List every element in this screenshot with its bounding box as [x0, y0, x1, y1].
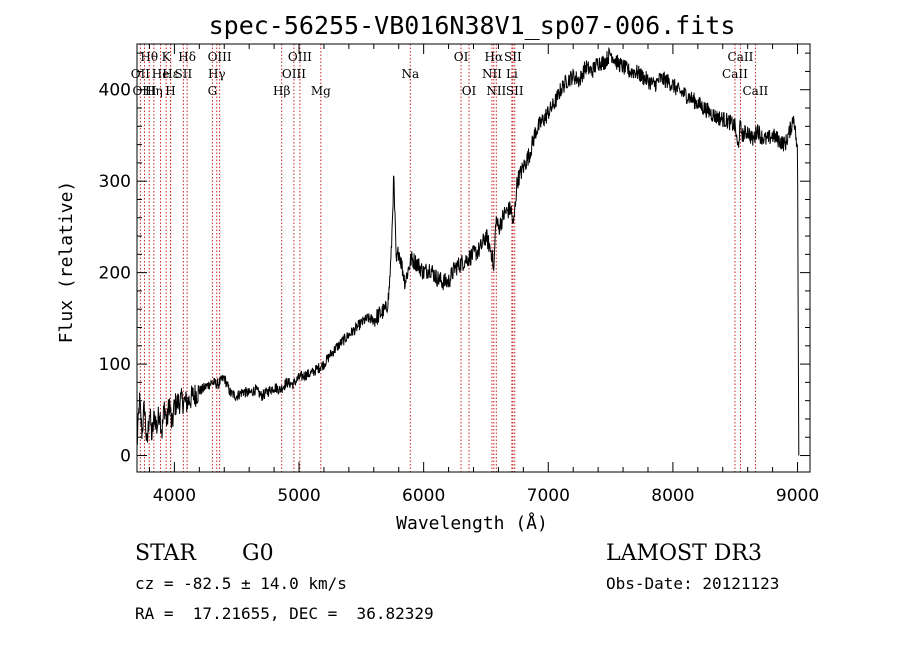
line-label: OIII — [132, 84, 156, 98]
line-label: Hη — [145, 84, 163, 98]
x-tick-label: 4000 — [153, 486, 196, 506]
x-tick-label: 8000 — [651, 486, 694, 506]
line-label: SII — [504, 50, 522, 64]
line-label: OIII — [288, 50, 312, 64]
line-label: OI — [462, 84, 477, 98]
line-label: Hθ — [140, 50, 158, 64]
line-label: OII — [131, 67, 151, 81]
line-label: H — [165, 84, 175, 98]
line-label: CaII — [728, 50, 754, 64]
line-label: SII — [506, 84, 524, 98]
line-label: Li — [506, 67, 518, 81]
y-axis-ticks: 0 100 200 300 400 — [99, 52, 810, 467]
obs-date-text: Obs-Date: 20121123 — [606, 574, 779, 593]
y-tick-label: 400 — [99, 81, 131, 101]
object-class: STAR — [135, 541, 197, 566]
line-label: Na — [401, 67, 419, 81]
x-tick-label: 5000 — [277, 486, 320, 506]
line-label: Hβ — [273, 84, 290, 98]
x-tick-label: 7000 — [527, 486, 570, 506]
x-tick-label: 6000 — [402, 486, 445, 506]
chart-title: spec-56255-VB016N38V1_sp07-006.fits — [209, 11, 736, 40]
line-label: Hα — [485, 50, 504, 64]
y-tick-label: 100 — [99, 355, 131, 375]
y-axis-label: Flux (relative) — [56, 181, 77, 344]
line-label: G — [208, 84, 218, 98]
line-label: Hδ — [178, 50, 196, 64]
line-label: OIII — [282, 67, 306, 81]
redshift-text: cz = -82.5 ± 14.0 km/s — [135, 574, 347, 593]
coordinates-text: RA = 17.21655, DEC = 36.82329 — [135, 604, 434, 623]
spectral-line-markers — [139, 44, 756, 472]
line-label: NII — [482, 67, 502, 81]
line-label: CaII — [722, 67, 748, 81]
line-label: Hε — [162, 67, 179, 81]
y-tick-label: 200 — [99, 264, 131, 284]
line-label: Mg — [311, 84, 331, 98]
line-label: NII — [486, 84, 506, 98]
line-label: SII — [175, 67, 193, 81]
line-label: OIII — [208, 50, 232, 64]
line-label: K — [162, 50, 172, 64]
line-label: He — [152, 67, 170, 81]
y-tick-label: 300 — [99, 172, 131, 192]
object-subclass: G0 — [242, 541, 274, 566]
line-label: Hγ — [208, 67, 226, 81]
x-tick-label: 9000 — [776, 486, 819, 506]
line-label: OI — [454, 50, 469, 64]
x-axis-ticks: 4000 5000 6000 7000 8000 9000 — [148, 44, 819, 506]
line-label: CaII — [742, 84, 768, 98]
y-tick-label: 0 — [120, 447, 131, 467]
survey-name: LAMOST DR3 — [606, 541, 762, 566]
spectrum-line — [136, 46, 800, 456]
x-axis-label: Wavelength (Å) — [396, 512, 548, 534]
